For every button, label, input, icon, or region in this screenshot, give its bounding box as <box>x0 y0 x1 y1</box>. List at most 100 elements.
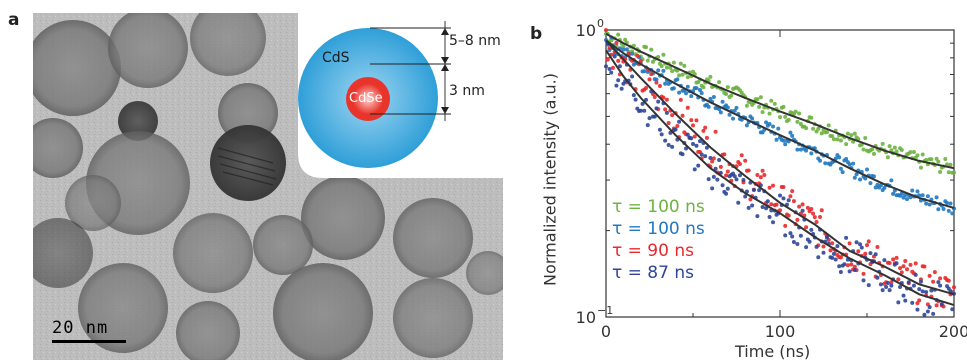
data-point <box>727 112 732 117</box>
data-point <box>880 141 885 146</box>
data-point <box>689 94 694 99</box>
data-point <box>908 262 913 267</box>
data-point <box>725 186 730 191</box>
data-point <box>891 257 896 262</box>
data-point <box>824 235 829 240</box>
data-point <box>612 54 617 59</box>
x-tick-label: 200 <box>939 322 967 341</box>
data-point <box>946 208 951 213</box>
data-point <box>638 58 643 63</box>
data-point <box>694 86 699 91</box>
legend-item-green: τ = 100 ns <box>612 197 705 217</box>
data-point <box>868 181 873 186</box>
data-point <box>649 72 654 77</box>
data-point <box>783 114 788 119</box>
data-point <box>861 147 866 152</box>
data-point <box>722 152 727 157</box>
data-point <box>781 196 786 201</box>
data-point <box>783 142 788 147</box>
data-point <box>764 120 769 125</box>
data-point <box>927 305 932 310</box>
data-point <box>605 57 610 62</box>
core-label: CdSe <box>349 91 383 106</box>
data-point <box>677 119 682 124</box>
data-point <box>852 131 857 136</box>
data-point <box>793 109 798 114</box>
data-point <box>952 285 956 290</box>
data-point <box>913 261 918 266</box>
data-point <box>809 206 814 211</box>
data-point <box>760 110 765 115</box>
data-point <box>694 118 699 123</box>
data-point <box>711 156 716 161</box>
data-point <box>786 198 791 203</box>
data-point <box>783 223 788 228</box>
data-point <box>725 105 730 110</box>
data-point <box>911 149 916 154</box>
data-point <box>675 77 680 82</box>
data-point <box>604 28 608 33</box>
data-point <box>821 250 826 255</box>
data-point <box>887 260 892 265</box>
data-point <box>898 266 903 271</box>
data-point <box>899 270 904 275</box>
data-point <box>614 83 619 88</box>
data-point <box>724 191 729 196</box>
data-point <box>616 58 621 63</box>
data-point <box>917 287 922 292</box>
data-point <box>607 46 612 51</box>
data-point <box>918 279 923 284</box>
data-point <box>858 242 863 247</box>
data-point <box>764 206 769 211</box>
data-point <box>809 151 814 156</box>
data-point <box>666 142 671 147</box>
data-point <box>748 197 753 202</box>
data-point <box>656 68 661 73</box>
data-point <box>946 278 951 283</box>
data-point <box>791 240 796 245</box>
data-point <box>875 244 880 249</box>
data-point <box>691 142 695 147</box>
data-point <box>798 147 803 152</box>
data-point <box>936 280 941 285</box>
data-point <box>624 47 629 52</box>
data-point <box>786 117 791 122</box>
y-axis-label: Normalized intensity (a.u.) <box>540 73 560 286</box>
data-point <box>664 110 669 115</box>
data-point <box>889 178 894 183</box>
data-point <box>931 279 936 284</box>
data-point <box>941 207 946 212</box>
data-point <box>871 174 876 179</box>
data-point <box>656 99 661 104</box>
data-point <box>699 152 704 157</box>
data-point <box>922 312 927 317</box>
x-axis-label: Time (ns) <box>735 342 811 361</box>
data-point <box>924 158 929 163</box>
data-point <box>704 135 709 140</box>
data-point <box>670 113 675 118</box>
data-point <box>642 108 647 113</box>
data-point <box>863 251 868 256</box>
data-point <box>859 245 864 250</box>
data-point <box>607 67 612 72</box>
data-point <box>831 137 836 142</box>
data-point <box>715 177 720 182</box>
data-point <box>875 275 880 280</box>
data-point <box>868 251 873 256</box>
data-point <box>790 133 795 138</box>
data-point <box>778 208 782 213</box>
data-point <box>680 72 685 77</box>
fit-line <box>605 49 955 307</box>
data-point <box>781 104 786 109</box>
data-point <box>866 239 871 244</box>
core-dimension: 3 nm <box>449 83 485 99</box>
data-point <box>790 234 795 239</box>
data-point <box>654 77 659 82</box>
data-point <box>692 134 697 139</box>
data-point <box>769 202 774 207</box>
data-point <box>833 257 838 262</box>
data-point <box>795 217 800 222</box>
data-point <box>945 200 950 205</box>
data-point <box>678 97 683 102</box>
data-point <box>936 159 941 164</box>
